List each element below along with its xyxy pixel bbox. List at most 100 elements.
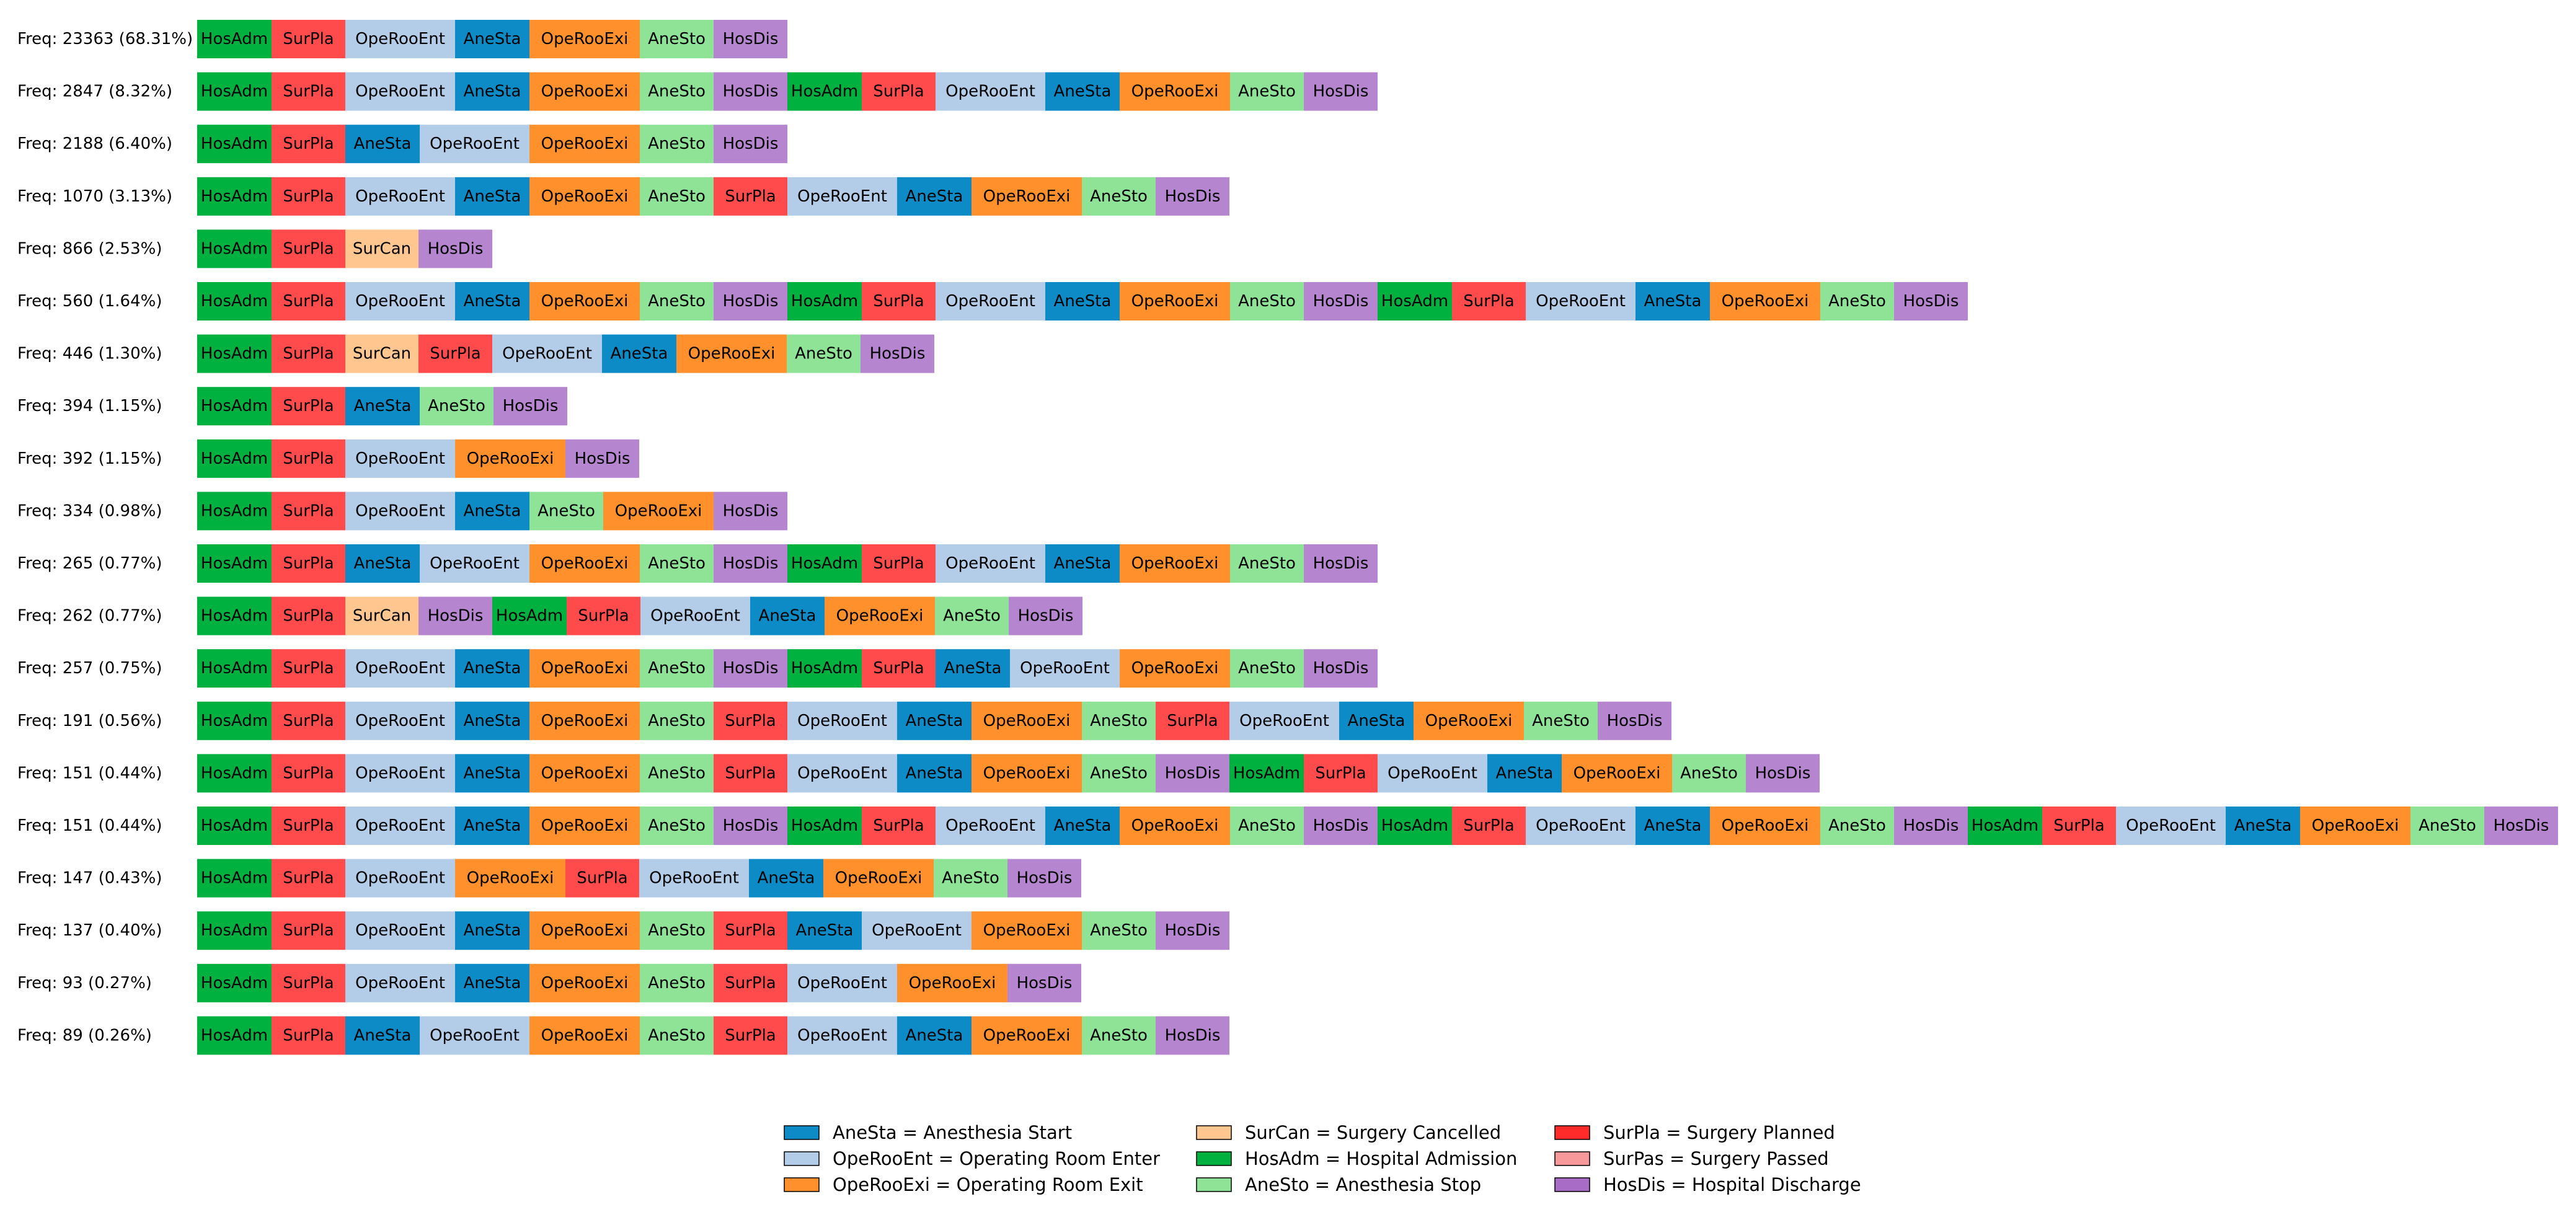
event-segment-surpla: [272, 229, 345, 268]
event-segment-surpla: [272, 20, 345, 58]
frequency-label: Freq: 89 (0.26%): [17, 1026, 152, 1045]
event-segment-hosdis: [1156, 177, 1229, 216]
event-segment-anesta: [455, 492, 529, 531]
event-label: AneSto: [1238, 816, 1296, 835]
event-label: SurPla: [283, 554, 334, 573]
event-label: OpeRooExi: [983, 1026, 1071, 1045]
event-label: HosDis: [1017, 869, 1073, 888]
event-label: HosAdm: [201, 135, 268, 153]
event-label: AneSto: [1090, 921, 1148, 940]
event-label: AneSta: [464, 974, 521, 993]
event-segment-hosdis: [714, 125, 787, 164]
event-segment-anesto: [640, 544, 714, 583]
event-label: SurPla: [873, 292, 924, 311]
event-label: HosAdm: [201, 187, 268, 206]
event-label: HosAdm: [201, 554, 268, 573]
event-segment-operooexi: [1710, 282, 1820, 321]
event-label: OpeRooExi: [1131, 292, 1219, 311]
event-label: OpeRooEnt: [872, 921, 962, 940]
event-segment-anesto: [640, 125, 714, 164]
event-label: HosDis: [1903, 292, 1959, 311]
event-label: AneSta: [796, 921, 854, 940]
event-label: AneSto: [795, 345, 852, 363]
event-segment-anesta: [749, 859, 823, 898]
event-segment-operooexi: [529, 125, 640, 164]
event-segment-anesto: [640, 72, 714, 111]
event-segment-hosadm: [197, 439, 272, 478]
event-label: OpeRooExi: [983, 187, 1071, 206]
event-label: SurPla: [578, 607, 629, 626]
sequence-row: Freq: 23363 (68.31%) HosAdm SurPla OpeRooEn…: [17, 20, 787, 58]
legend-item-surpla: SurPla = Surgery Planned: [1554, 1122, 1835, 1143]
event-label: OpeRooEnt: [797, 1026, 887, 1045]
event-segment-operooent: [345, 859, 455, 898]
event-label: AneSta: [759, 607, 817, 626]
event-segment-operooent: [862, 911, 972, 950]
event-segment-surpla: [1156, 701, 1229, 740]
event-segment-hosdis: [418, 596, 492, 635]
sequence-row: Freq: 446 (1.30%) HosAdm SurPla SurCan SurPl…: [17, 334, 934, 373]
sequence-rows: Freq: 23363 (68.31%) HosAdm SurPla OpeRooEn…: [17, 20, 2558, 1055]
frequency-label: Freq: 262 (0.77%): [17, 607, 162, 626]
event-segment-surpla: [714, 911, 787, 950]
event-segment-hosdis: [1304, 282, 1378, 321]
event-segment-operooent: [640, 596, 750, 635]
event-segment-operooexi: [529, 282, 640, 321]
event-segment-surpla: [272, 596, 345, 635]
event-segment-operooent: [1378, 754, 1487, 793]
event-segment-anesta: [897, 177, 972, 216]
event-segment-anesta: [455, 963, 529, 1002]
event-segment-hosdis: [1304, 649, 1378, 688]
event-label: SurPla: [725, 1026, 776, 1045]
event-label: HosDis: [575, 449, 631, 468]
event-segment-operooent: [787, 754, 897, 793]
event-segment-surpla: [272, 387, 345, 426]
event-label: HosDis: [723, 292, 779, 311]
event-label: HosDis: [1165, 187, 1221, 206]
event-segment-hosdis: [1598, 701, 1671, 740]
event-segment-operooexi: [529, 963, 640, 1002]
sequence-row: Freq: 866 (2.53%) HosAdm SurPla SurCan HosDi…: [17, 229, 492, 268]
event-label: HosDis: [428, 607, 484, 626]
sequence-row: Freq: 262 (0.77%) HosAdm SurPla SurCan HosDi…: [17, 596, 1082, 635]
event-label: OpeRooExi: [1131, 816, 1219, 835]
event-label: HosDis: [723, 816, 779, 835]
event-label: AneSta: [354, 554, 412, 573]
event-segment-surpla: [272, 859, 345, 898]
event-label: SurCan: [353, 345, 411, 363]
event-segment-operooent: [345, 492, 455, 531]
event-label: AneSta: [906, 187, 963, 206]
event-label: OpeRooExi: [541, 764, 629, 782]
event-label: OpeRooExi: [1573, 764, 1661, 782]
event-segment-hosadm: [197, 596, 272, 635]
event-segment-anesto: [640, 177, 714, 216]
event-segment-hosadm: [197, 1016, 272, 1055]
frequency-label: Freq: 1070 (3.13%): [17, 187, 172, 206]
event-segment-operooent: [345, 963, 455, 1002]
event-segment-anesta: [1045, 544, 1120, 583]
event-segment-anesta: [345, 544, 420, 583]
frequency-label: Freq: 191 (0.56%): [17, 712, 162, 730]
event-segment-operooent: [1526, 282, 1635, 321]
event-segment-anesta: [602, 334, 676, 373]
event-segment-operooent: [787, 963, 897, 1002]
event-segment-operooent: [345, 72, 455, 111]
event-label: AneSta: [464, 502, 521, 520]
event-segment-anesto: [640, 807, 714, 845]
event-label: HosDis: [1313, 554, 1369, 573]
event-label: OpeRooExi: [541, 974, 629, 993]
event-label: SurPla: [873, 554, 924, 573]
event-label: OpeRooExi: [541, 1026, 629, 1045]
event-label: OpeRooExi: [541, 135, 629, 153]
event-segment-operooexi: [1120, 649, 1230, 688]
event-label: HosAdm: [791, 816, 858, 835]
event-segment-anesto: [1672, 754, 1746, 793]
event-label: HosAdm: [791, 292, 858, 311]
legend-item-surcan: SurCan = Surgery Cancelled: [1196, 1122, 1501, 1143]
event-segment-operooent: [936, 282, 1045, 321]
event-label: OpeRooExi: [983, 712, 1071, 730]
event-label: HosAdm: [201, 30, 268, 48]
event-label: OpeRooEnt: [430, 554, 520, 573]
event-label: SurPla: [283, 239, 334, 258]
event-segment-surpla: [714, 701, 787, 740]
